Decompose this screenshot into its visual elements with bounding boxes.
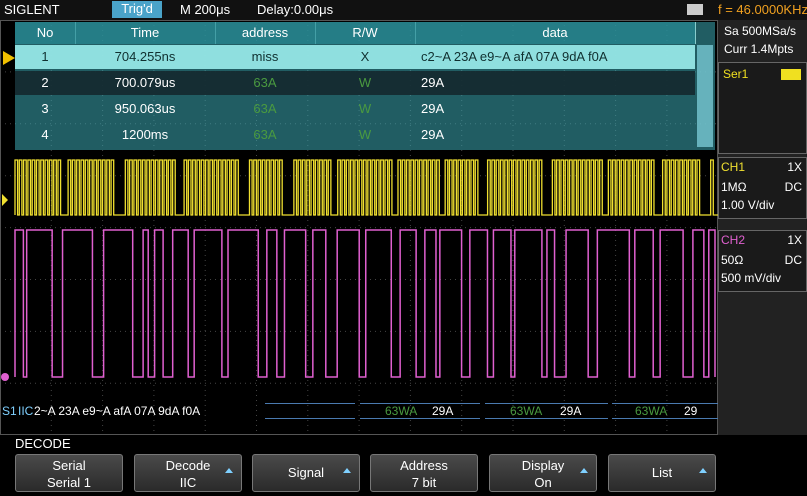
frequency: f = 46.0000KHz <box>718 2 807 17</box>
impedance: 50Ω <box>721 253 744 267</box>
column-header: address <box>215 22 316 44</box>
softkey-arrow <box>343 468 351 473</box>
top-bar: SIGLENT Trig'd M 200μs Delay:0.00μs f = … <box>0 0 807 20</box>
serial-box: Ser1 <box>718 62 807 154</box>
selected-row-pointer <box>3 51 15 65</box>
ch2-marker <box>1 373 9 381</box>
channel-name: CH2 <box>721 233 746 247</box>
softkey-value: IIC <box>179 475 197 490</box>
volts-per-div: 500 mV/div <box>721 271 782 285</box>
table-cell: W <box>358 127 372 142</box>
coupling: DC <box>784 180 802 194</box>
decode-bus: S1 IIC 2~A 23A e9~A afA 07A 9dA f0A 63WA 29A… <box>0 402 718 422</box>
softkey-label: Decode <box>165 458 211 473</box>
softkey-value: On <box>534 475 552 490</box>
impedance: 1MΩ <box>721 180 747 194</box>
bus-segment <box>265 403 355 419</box>
softkey-label: Serial <box>52 458 86 473</box>
softkey-arrow <box>580 468 588 473</box>
table-cell: 4 <box>41 127 49 142</box>
table-cell: 704.255ns <box>114 49 176 64</box>
softkey-value: 7 bit <box>411 475 437 490</box>
bus-label: S1 <box>2 404 17 418</box>
scrollbar <box>697 45 713 147</box>
table-cell: W <box>358 101 372 116</box>
bus-frame: 63WA <box>635 404 668 418</box>
channel-box: CH2 1X 50Ω DC 500 mV/div <box>718 230 807 292</box>
bus-frame: 63WA <box>510 404 543 418</box>
waveform-area <box>0 20 718 435</box>
table-cell: 2 <box>41 75 49 90</box>
channel-box: CH1 1X 1MΩ DC 1.00 V/div <box>718 157 807 219</box>
timebase: M 200μs <box>180 2 231 17</box>
side-panel: Sa 500MSa/s Curr 1.4Mpts Ser1 CH1 1X 1MΩ DC… <box>718 20 807 435</box>
usb-icon <box>687 4 703 15</box>
probe-ratio: 1X <box>787 160 802 174</box>
table-cell: 29A <box>421 75 445 90</box>
bus-frame: 2~A 23A e9~A afA 07A 9dA f0A <box>34 404 201 418</box>
table-cell: 63A <box>253 127 277 142</box>
table-cell: W <box>358 75 372 90</box>
ch1-waveform <box>14 159 718 216</box>
softkey[interactable]: Signal <box>252 454 360 492</box>
table-cell: miss <box>251 49 279 64</box>
softkey[interactable]: Decode IIC <box>134 454 242 492</box>
delay: Delay:0.00μs <box>257 2 334 17</box>
table-cell: 1200ms <box>121 127 169 142</box>
probe-ratio: 1X <box>787 233 802 247</box>
column-header: Time <box>75 22 216 44</box>
grid-border <box>0 20 718 435</box>
table-cell: 29A <box>421 127 445 142</box>
table-cell: 1 <box>41 49 49 64</box>
trigger-status: Trig'd <box>112 1 162 18</box>
table-cell: 3 <box>41 101 49 116</box>
serial-color <box>781 69 801 80</box>
softkey-arrow <box>699 468 707 473</box>
serial-label: Ser1 <box>723 67 749 81</box>
brand: SIGLENT <box>4 2 60 17</box>
menu-title: DECODE <box>15 436 71 451</box>
bus-segment <box>612 403 718 419</box>
softkey[interactable]: Display On <box>489 454 597 492</box>
table-cell: 29A <box>421 101 445 116</box>
bus-segment <box>485 403 608 419</box>
bus-frame: 63WA <box>385 404 418 418</box>
softkey-label: Signal <box>287 465 325 480</box>
row-highlight <box>15 45 695 69</box>
softkey-label: List <box>651 465 673 480</box>
table-cell: c2~A 23A e9~A afA 07A 9dA f0A <box>421 49 608 64</box>
table-cell: 700.079us <box>114 75 176 90</box>
row-highlight <box>15 71 695 95</box>
coupling: DC <box>784 253 802 267</box>
table-cell: X <box>360 49 370 64</box>
table-cell: 950.063us <box>114 101 176 116</box>
softkey[interactable]: Address 7 bit <box>370 454 478 492</box>
softkey-label: Address <box>400 458 448 473</box>
table-cell: 63A <box>253 101 277 116</box>
table-cell: 63A <box>253 75 277 90</box>
bus-frame: 29 <box>684 404 698 418</box>
softkey[interactable]: List <box>608 454 716 492</box>
bus-frame: 29A <box>560 404 582 418</box>
bus-frame: 29A <box>432 404 454 418</box>
softkey-arrow <box>225 468 233 473</box>
column-header: No <box>15 22 76 44</box>
softkey-label: Display <box>521 458 565 473</box>
sample-rate: Sa 500MSa/s <box>724 24 797 38</box>
ch1-marker <box>2 194 8 206</box>
bus-segment <box>360 403 480 419</box>
softkey-value: Serial 1 <box>46 475 92 490</box>
channel-name: CH1 <box>721 160 746 174</box>
ch2-waveform <box>14 229 716 378</box>
column-header: data <box>415 22 696 44</box>
column-header: R/W <box>315 22 416 44</box>
volts-per-div: 1.00 V/div <box>721 198 775 212</box>
softkey[interactable]: Serial Serial 1 <box>15 454 123 492</box>
bus-protocol: IIC <box>18 404 34 418</box>
memory-depth: Curr 1.4Mpts <box>724 42 794 56</box>
